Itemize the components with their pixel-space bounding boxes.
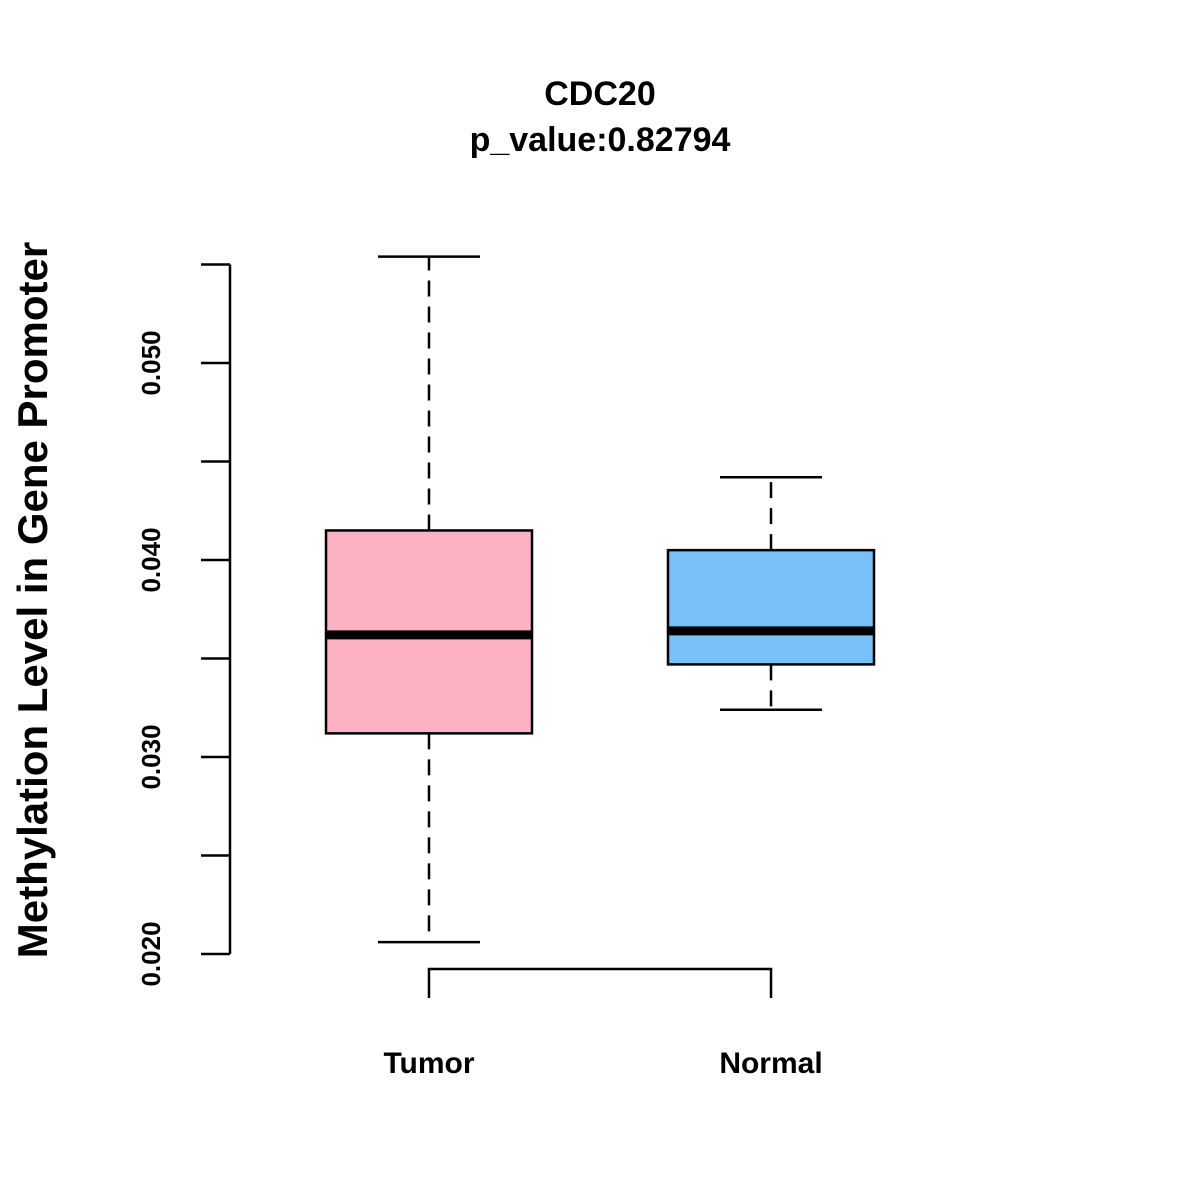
boxes: [324, 255, 876, 998]
iqr-box: [666, 548, 876, 666]
box-tumor: [324, 255, 534, 944]
x-axis-labels: Tumor Normal: [383, 1047, 822, 1080]
y-axis: 0.020 0.030 0.040 0.050: [136, 263, 232, 987]
comparison-bracket: [427, 967, 773, 998]
y-tick-label: 0.040: [136, 527, 166, 592]
chart-subtitle: p_value:0.82794: [470, 121, 731, 159]
y-tick-label: 0.050: [136, 330, 166, 395]
x-tick-label: Tumor: [383, 1047, 474, 1080]
chart-title: CDC20: [544, 75, 655, 113]
x-tick-label: Normal: [719, 1047, 822, 1080]
y-tick-label: 0.020: [136, 921, 166, 986]
box-normal: [666, 476, 876, 711]
y-tick-label: 0.030: [136, 724, 166, 789]
y-axis-label: Methylation Level in Gene Promoter: [9, 242, 56, 958]
